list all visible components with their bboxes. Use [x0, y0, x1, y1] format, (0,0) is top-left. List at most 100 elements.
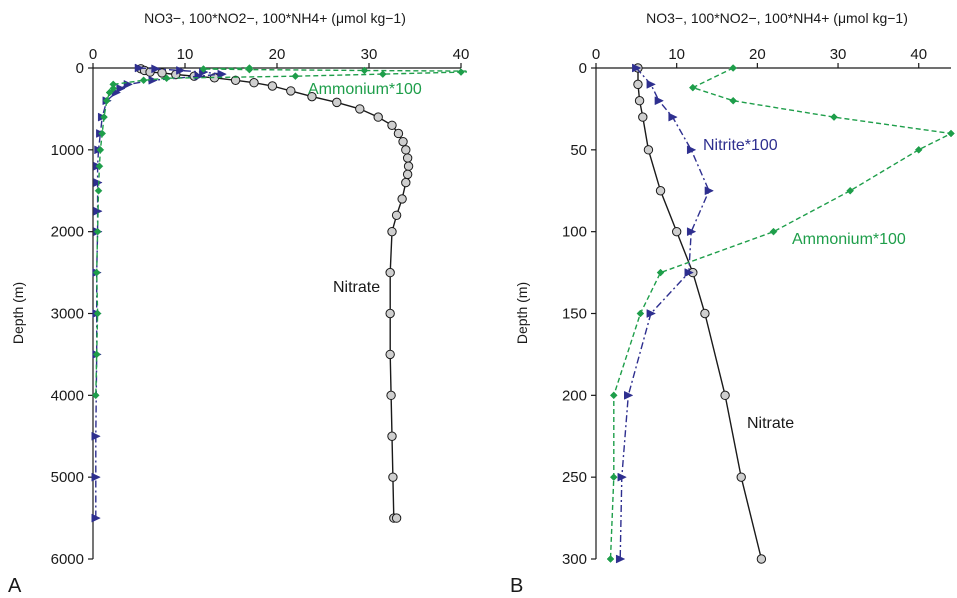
data-point	[401, 177, 411, 188]
data-point	[638, 112, 648, 122]
annotation-ammonium: Ammonium*100	[792, 231, 906, 248]
data-point	[157, 68, 167, 78]
data-point	[393, 128, 404, 139]
data-point	[403, 161, 414, 171]
y-tick-label: 6000	[51, 551, 84, 568]
data-point	[646, 309, 656, 318]
data-point	[267, 81, 278, 91]
data-point	[720, 390, 730, 401]
data-point	[636, 309, 645, 318]
data-point	[102, 96, 111, 105]
data-point	[199, 65, 208, 73]
data-point	[217, 69, 227, 79]
data-point	[387, 431, 397, 441]
x-tick-label: 10	[177, 46, 194, 63]
data-point	[686, 145, 697, 155]
y-tick-label: 3000	[51, 306, 84, 323]
data-point	[398, 136, 408, 147]
series-nitrite	[91, 63, 227, 523]
data-point	[729, 96, 738, 105]
x-tick-label: 0	[89, 46, 97, 63]
data-point	[105, 88, 114, 97]
data-point	[756, 554, 767, 564]
x-axis-title: NO3−, 100*NO2−, 100*NH4+ (μmol kg−1)	[646, 10, 908, 26]
data-point	[643, 145, 654, 155]
data-point	[249, 78, 259, 88]
data-point	[624, 390, 634, 400]
data-point	[830, 113, 838, 121]
data-point	[654, 96, 665, 106]
data-point	[100, 113, 108, 121]
data-point	[729, 64, 738, 72]
data-point	[656, 268, 665, 277]
annotation-nitrate: Nitrate	[747, 415, 794, 432]
data-point	[457, 68, 465, 76]
data-point	[671, 226, 682, 237]
data-point	[609, 473, 618, 482]
x-axis-title: NO3−, 100*NO2−, 100*NH4+ (μmol kg−1)	[144, 10, 406, 26]
data-point	[162, 74, 171, 83]
data-point	[704, 186, 715, 196]
panel-a: 0 10 20 30 40 0 1000 2000 3000 4000 5000 6000 NO3−, …	[8, 10, 501, 597]
y-tick-label: 0	[76, 60, 84, 77]
data-point	[388, 472, 398, 482]
data-point	[633, 79, 643, 90]
y-tick-label: 250	[562, 469, 587, 486]
data-point	[402, 169, 413, 180]
data-point	[151, 64, 161, 74]
x-tick-label: 40	[453, 46, 470, 63]
data-point	[401, 145, 411, 155]
x-tick-label: 0	[592, 46, 600, 63]
data-point	[947, 129, 955, 138]
annotation-ammonium: Ammonium*100	[308, 81, 422, 98]
data-point	[684, 268, 694, 277]
y-tick-label: 200	[562, 387, 587, 404]
data-point	[609, 391, 618, 400]
data-point	[139, 76, 148, 85]
data-point	[769, 227, 778, 236]
data-point	[615, 554, 626, 564]
y-tick-label: 5000	[51, 469, 84, 486]
data-point	[92, 350, 101, 359]
data-point	[92, 268, 101, 277]
panel-b: 0 10 20 30 40 0 50 100 150 200 250 300 NO3−, 100*NO2…	[510, 10, 955, 597]
y-tick-label: 4000	[51, 387, 84, 404]
data-point	[93, 178, 103, 187]
x-tick-label: 40	[910, 46, 927, 63]
y-tick-label: 150	[562, 306, 587, 323]
data-point	[355, 104, 365, 114]
x-tick-label: 20	[749, 46, 766, 63]
data-point	[686, 227, 697, 237]
data-point	[385, 349, 395, 360]
y-axis-title: Depth (m)	[514, 282, 530, 344]
series-nitrite	[615, 63, 715, 564]
data-point	[494, 68, 501, 75]
data-point	[96, 145, 105, 154]
series-ammonium	[91, 64, 501, 400]
data-point	[606, 555, 615, 563]
data-point	[91, 391, 100, 400]
data-point	[286, 86, 296, 96]
y-axis-title: Depth (m)	[10, 282, 26, 344]
data-point	[385, 308, 395, 319]
data-point	[176, 66, 186, 75]
data-point	[332, 97, 342, 108]
data-point	[95, 162, 104, 171]
data-point	[846, 186, 855, 195]
data-point	[668, 112, 678, 122]
data-point	[307, 91, 317, 102]
data-point	[378, 70, 387, 78]
y-tick-label: 1000	[51, 142, 84, 159]
data-point	[634, 96, 645, 106]
panel-label: B	[510, 575, 523, 597]
annotation-nitrite: Nitrite*100	[703, 137, 778, 154]
y-tick-label: 50	[570, 142, 587, 159]
data-point	[373, 112, 383, 122]
x-tick-label: 10	[668, 46, 685, 63]
data-point	[736, 472, 746, 482]
data-point	[700, 308, 710, 319]
series-ammonium	[606, 64, 955, 563]
data-point	[230, 75, 241, 85]
data-point	[245, 65, 254, 74]
